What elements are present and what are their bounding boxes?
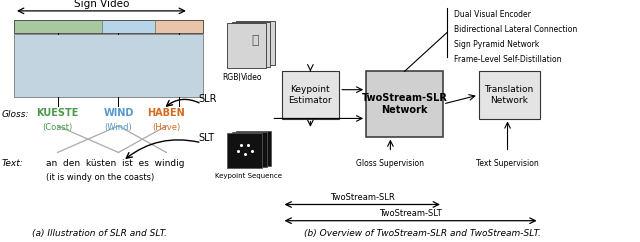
Text: Dual Visual Encoder: Dual Visual Encoder	[454, 10, 531, 19]
Text: SLT: SLT	[198, 133, 214, 143]
Text: (b) Overview of TwoStream-SLR and TwoStream-SLT.: (b) Overview of TwoStream-SLR and TwoStr…	[304, 229, 541, 238]
Text: Text Supervision: Text Supervision	[476, 159, 539, 167]
Bar	[14, 20, 203, 33]
Text: (Have): (Have)	[152, 123, 180, 132]
Text: SLR: SLR	[198, 94, 217, 104]
Text: TwoStream-SLR: TwoStream-SLR	[362, 93, 447, 103]
Text: Translation: Translation	[484, 85, 534, 94]
Bar	[232, 132, 267, 167]
Text: 👤: 👤	[252, 34, 259, 47]
Text: Video: Video	[241, 73, 262, 82]
FancyBboxPatch shape	[366, 71, 443, 137]
Text: Sign Pyramid Network: Sign Pyramid Network	[454, 40, 540, 49]
Bar	[14, 20, 102, 33]
Text: HABEN: HABEN	[148, 108, 185, 118]
Text: TwoStream-SLR: TwoStream-SLR	[330, 193, 395, 202]
Text: Keypoint: Keypoint	[291, 85, 330, 94]
Bar	[227, 133, 262, 168]
Bar	[236, 21, 275, 65]
Text: Estimator: Estimator	[289, 96, 332, 105]
Text: WIND: WIND	[103, 108, 134, 118]
FancyBboxPatch shape	[282, 71, 339, 119]
Text: an  den  küsten  ist  es  windig: an den küsten ist es windig	[46, 159, 184, 167]
Bar	[102, 20, 155, 33]
Text: (it is windy on the coasts): (it is windy on the coasts)	[46, 173, 154, 182]
Bar	[14, 34, 203, 97]
Text: (Wind): (Wind)	[104, 123, 132, 132]
Text: (Coast): (Coast)	[42, 123, 73, 132]
Text: Sign Video: Sign Video	[74, 0, 129, 9]
Text: (a) Illustration of SLR and SLT.: (a) Illustration of SLR and SLT.	[32, 229, 166, 238]
Text: KUESTE: KUESTE	[36, 108, 79, 118]
Text: Text:: Text:	[1, 159, 23, 167]
Text: Network: Network	[381, 105, 428, 115]
FancyBboxPatch shape	[479, 71, 540, 119]
Bar	[227, 23, 266, 68]
Text: Gloss Supervision: Gloss Supervision	[356, 159, 424, 167]
Bar	[155, 20, 203, 33]
Text: Gloss:: Gloss:	[1, 110, 29, 119]
Text: Frame-Level Self-Distillation: Frame-Level Self-Distillation	[454, 55, 562, 64]
Text: RGB: RGB	[222, 73, 239, 82]
Text: Keypoint Sequence: Keypoint Sequence	[215, 173, 282, 179]
Text: TwoStream-SLT: TwoStream-SLT	[379, 209, 442, 218]
Text: Bidirectional Lateral Connection: Bidirectional Lateral Connection	[454, 25, 578, 34]
Text: Network: Network	[490, 96, 528, 105]
Bar	[232, 22, 270, 67]
Bar	[236, 131, 271, 166]
